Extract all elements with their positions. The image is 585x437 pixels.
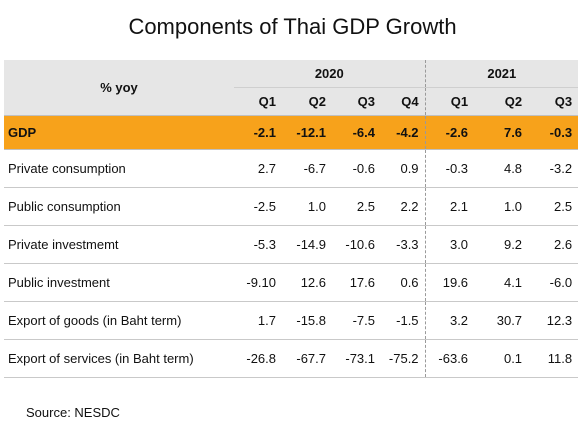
quarter-header: Q3 xyxy=(528,87,579,116)
data-cell: 11.8 xyxy=(528,339,579,378)
table-row: Private consumption 2.7 -6.7 -0.6 0.9 -0.3 4.8… xyxy=(4,149,579,188)
quarter-header: Q2 xyxy=(282,87,332,116)
data-cell: 0.6 xyxy=(381,263,426,302)
data-cell: -3.2 xyxy=(528,149,579,188)
row-label: GDP xyxy=(4,115,234,150)
table-row: Export of services (in Baht term) -26.8 -6… xyxy=(4,339,579,378)
table-row: Private investmemt -5.3 -14.9 -10.6 -3.3 3.0 9… xyxy=(4,225,579,264)
year-header-2020: 2020 xyxy=(234,60,426,88)
data-cell: -0.3 xyxy=(424,149,475,188)
row-label: Private investmemt xyxy=(4,225,234,264)
data-cell: -3.3 xyxy=(381,225,426,264)
source-note: Source: NESDC xyxy=(26,405,120,420)
table-body: GDP -2.1 -12.1 -6.4 -4.2 -2.6 7.6 -0.3 Private c… xyxy=(4,115,579,378)
header-label: % yoy xyxy=(4,60,234,116)
year-header-2021: 2021 xyxy=(424,60,579,88)
row-label: Export of services (in Baht term) xyxy=(4,339,234,378)
data-cell: 12.3 xyxy=(528,301,579,340)
data-cell: -15.8 xyxy=(282,301,332,340)
data-cell: 1.0 xyxy=(474,187,529,226)
data-cell: -2.1 xyxy=(234,115,282,150)
data-cell: 3.2 xyxy=(424,301,475,340)
table-row: Public investment -9.10 12.6 17.6 0.6 19.6 4.1… xyxy=(4,263,579,302)
gdp-row: GDP -2.1 -12.1 -6.4 -4.2 -2.6 7.6 -0.3 xyxy=(4,115,579,150)
header-year-row: % yoy 2020 2021 xyxy=(4,60,579,116)
row-label: Private consumption xyxy=(4,149,234,188)
data-cell: -73.1 xyxy=(332,339,381,378)
data-cell: 2.5 xyxy=(528,187,579,226)
data-cell: 1.0 xyxy=(282,187,332,226)
data-cell: -10.6 xyxy=(332,225,381,264)
data-cell: -7.5 xyxy=(332,301,381,340)
table-row: Public consumption -2.5 1.0 2.5 2.2 2.1 1.0 2.5 xyxy=(4,187,579,226)
data-cell: 0.9 xyxy=(381,149,426,188)
data-cell: -4.2 xyxy=(381,115,426,150)
data-cell: -2.5 xyxy=(234,187,282,226)
data-cell: -12.1 xyxy=(282,115,332,150)
data-cell: -1.5 xyxy=(381,301,426,340)
gdp-table: % yoy 2020 2021 Q1 Q2 Q3 Q4 Q1 Q2 Q3 GDP… xyxy=(4,60,579,378)
header-quarter-row: Q1 Q2 Q3 Q4 Q1 Q2 Q3 xyxy=(4,87,579,116)
data-cell: 7.6 xyxy=(474,115,529,150)
data-cell: 2.2 xyxy=(381,187,426,226)
data-cell: 2.1 xyxy=(424,187,475,226)
data-cell: -0.3 xyxy=(528,115,579,150)
quarter-header: Q2 xyxy=(474,87,529,116)
data-cell: -26.8 xyxy=(234,339,282,378)
row-label: Export of goods (in Baht term) xyxy=(4,301,234,340)
data-cell: -6.7 xyxy=(282,149,332,188)
data-cell: -2.6 xyxy=(424,115,475,150)
quarter-header: Q1 xyxy=(234,87,282,116)
data-cell: -67.7 xyxy=(282,339,332,378)
data-cell: -14.9 xyxy=(282,225,332,264)
data-cell: -6.4 xyxy=(332,115,381,150)
data-cell: -63.6 xyxy=(424,339,475,378)
data-cell: 2.7 xyxy=(234,149,282,188)
quarter-header: Q4 xyxy=(381,87,426,116)
quarter-header: Q3 xyxy=(332,87,381,116)
data-cell: 4.8 xyxy=(474,149,529,188)
row-label: Public consumption xyxy=(4,187,234,226)
quarter-header: Q1 xyxy=(424,87,475,116)
data-cell: 12.6 xyxy=(282,263,332,302)
table-row: Export of goods (in Baht term) 1.7 -15.8 -7… xyxy=(4,301,579,340)
chart-title: Components of Thai GDP Growth xyxy=(128,14,457,39)
data-cell: 3.0 xyxy=(424,225,475,264)
data-cell: 9.2 xyxy=(474,225,529,264)
data-cell: 30.7 xyxy=(474,301,529,340)
data-cell: -5.3 xyxy=(234,225,282,264)
data-cell: -6.0 xyxy=(528,263,579,302)
data-cell: -75.2 xyxy=(381,339,426,378)
data-cell: 1.7 xyxy=(234,301,282,340)
data-cell: 2.5 xyxy=(332,187,381,226)
data-cell: -0.6 xyxy=(332,149,381,188)
data-cell: -9.10 xyxy=(234,263,282,302)
data-cell: 0.1 xyxy=(474,339,529,378)
data-cell: 2.6 xyxy=(528,225,579,264)
data-cell: 19.6 xyxy=(424,263,475,302)
data-cell: 4.1 xyxy=(474,263,529,302)
row-label: Public investment xyxy=(4,263,234,302)
data-cell: 17.6 xyxy=(332,263,381,302)
